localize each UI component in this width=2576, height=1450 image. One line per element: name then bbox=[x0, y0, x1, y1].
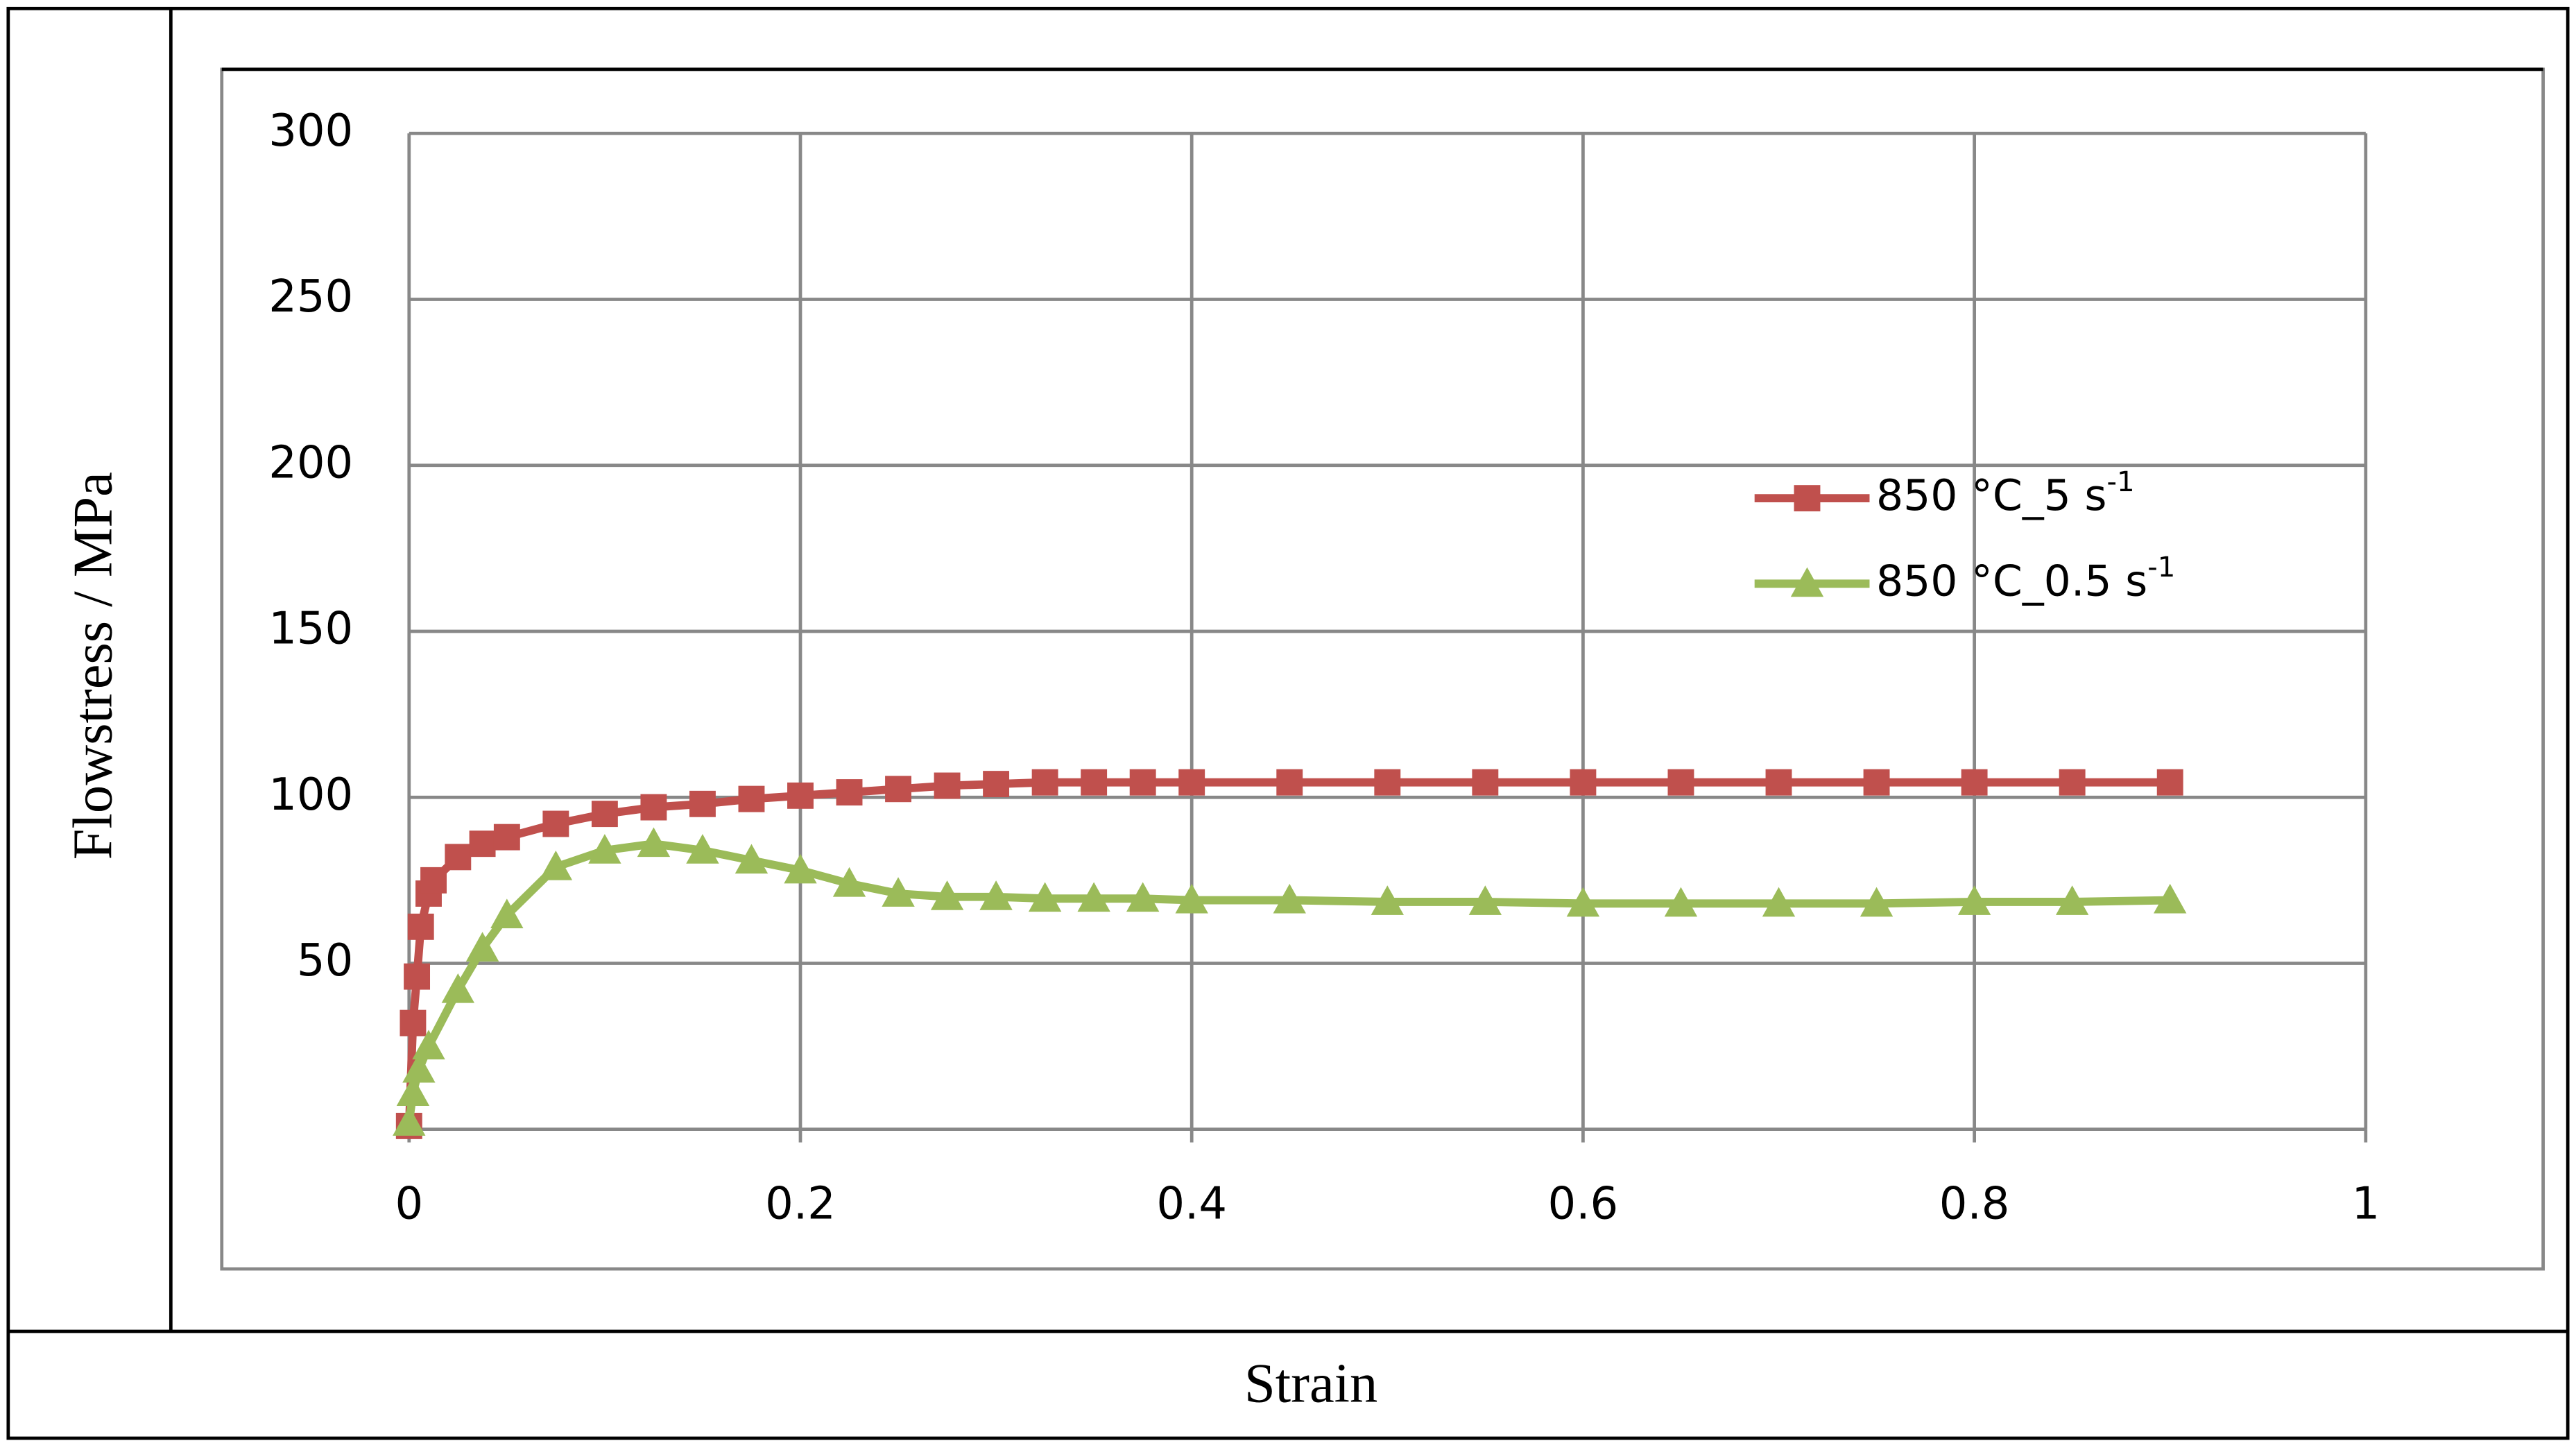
y-tick-label: 50 bbox=[297, 935, 353, 987]
marker bbox=[1667, 769, 1694, 796]
legend-label: 850 °C_0.5 s-1 bbox=[1876, 552, 2175, 606]
marker bbox=[738, 785, 765, 812]
chart-frame bbox=[220, 67, 2545, 1271]
marker bbox=[637, 827, 671, 858]
marker bbox=[787, 782, 814, 809]
marker bbox=[1028, 882, 1062, 912]
marker bbox=[1762, 887, 1796, 917]
marker bbox=[1664, 887, 1698, 917]
marker bbox=[1790, 567, 1824, 597]
marker bbox=[441, 973, 474, 1003]
legend-name: 850 °C_5 s bbox=[1876, 470, 2107, 520]
marker bbox=[1468, 885, 1502, 915]
marker bbox=[979, 880, 1013, 910]
marker bbox=[934, 772, 961, 799]
y-tick-label: 250 bbox=[268, 271, 353, 323]
y-tick-label: 200 bbox=[268, 437, 353, 488]
x-tick-label: 0.6 bbox=[1548, 1179, 1619, 1230]
marker bbox=[542, 810, 569, 837]
marker bbox=[1860, 887, 1894, 917]
y-tick-label: 100 bbox=[268, 769, 353, 821]
marker bbox=[591, 801, 618, 828]
marker bbox=[1957, 885, 1991, 915]
marker bbox=[1175, 883, 1208, 914]
marker bbox=[400, 1009, 427, 1037]
marker bbox=[1126, 882, 1160, 912]
marker bbox=[1276, 769, 1303, 796]
marker bbox=[1178, 769, 1205, 796]
y-tick-label: 150 bbox=[268, 604, 353, 655]
marker bbox=[1794, 485, 1821, 512]
marker bbox=[1472, 769, 1499, 796]
marker bbox=[1961, 769, 1988, 796]
x-tick-label: 1 bbox=[2351, 1179, 2380, 1230]
marker bbox=[836, 779, 863, 805]
marker bbox=[2154, 883, 2187, 914]
marker bbox=[1570, 769, 1597, 796]
marker bbox=[885, 776, 911, 803]
marker bbox=[396, 1076, 430, 1106]
legend-label: 850 °C_5 s-1 bbox=[1876, 466, 2135, 520]
marker bbox=[588, 834, 621, 864]
marker bbox=[393, 1106, 426, 1136]
marker bbox=[469, 830, 496, 858]
marker bbox=[412, 1030, 445, 1060]
marker bbox=[882, 877, 915, 907]
y-tick-label: 300 bbox=[268, 105, 353, 157]
marker bbox=[1863, 769, 1890, 796]
legend-name: 850 °C_0.5 s bbox=[1876, 556, 2147, 606]
marker bbox=[2059, 769, 2086, 796]
marker bbox=[407, 913, 434, 940]
marker bbox=[493, 824, 520, 851]
marker bbox=[445, 844, 472, 871]
marker bbox=[1077, 882, 1110, 912]
marker bbox=[1031, 769, 1058, 796]
marker bbox=[1566, 887, 1600, 917]
x-tick-label: 0.4 bbox=[1156, 1179, 1227, 1230]
marker bbox=[1374, 769, 1401, 796]
marker bbox=[689, 790, 716, 817]
marker bbox=[832, 867, 866, 897]
marker bbox=[686, 834, 719, 864]
x-tick-label: 0 bbox=[395, 1179, 423, 1230]
marker bbox=[983, 771, 1010, 798]
marker bbox=[784, 853, 817, 884]
marker bbox=[490, 898, 524, 929]
marker bbox=[420, 867, 447, 894]
marker bbox=[2055, 885, 2089, 915]
marker bbox=[735, 844, 768, 874]
x-tick-label: 0.8 bbox=[1939, 1179, 2010, 1230]
marker bbox=[640, 794, 667, 821]
x-tick-label: 0.2 bbox=[765, 1179, 836, 1230]
marker bbox=[404, 963, 431, 990]
marker bbox=[539, 851, 573, 880]
legend-superscript: -1 bbox=[2106, 466, 2134, 498]
marker bbox=[465, 932, 499, 962]
marker bbox=[1273, 883, 1306, 914]
marker bbox=[930, 880, 964, 910]
marker bbox=[1129, 769, 1156, 796]
series-line bbox=[404, 778, 2170, 1127]
marker bbox=[1765, 769, 1792, 796]
marker bbox=[1371, 885, 1404, 915]
marker bbox=[2156, 769, 2183, 796]
legend-superscript: -1 bbox=[2147, 552, 2175, 583]
x-axis-title: Strain bbox=[1244, 1352, 1377, 1414]
marker bbox=[402, 1052, 436, 1083]
table-border bbox=[6, 6, 2570, 1440]
marker bbox=[1081, 769, 1108, 796]
y-axis-title: Flowstress / MPa bbox=[62, 472, 124, 860]
